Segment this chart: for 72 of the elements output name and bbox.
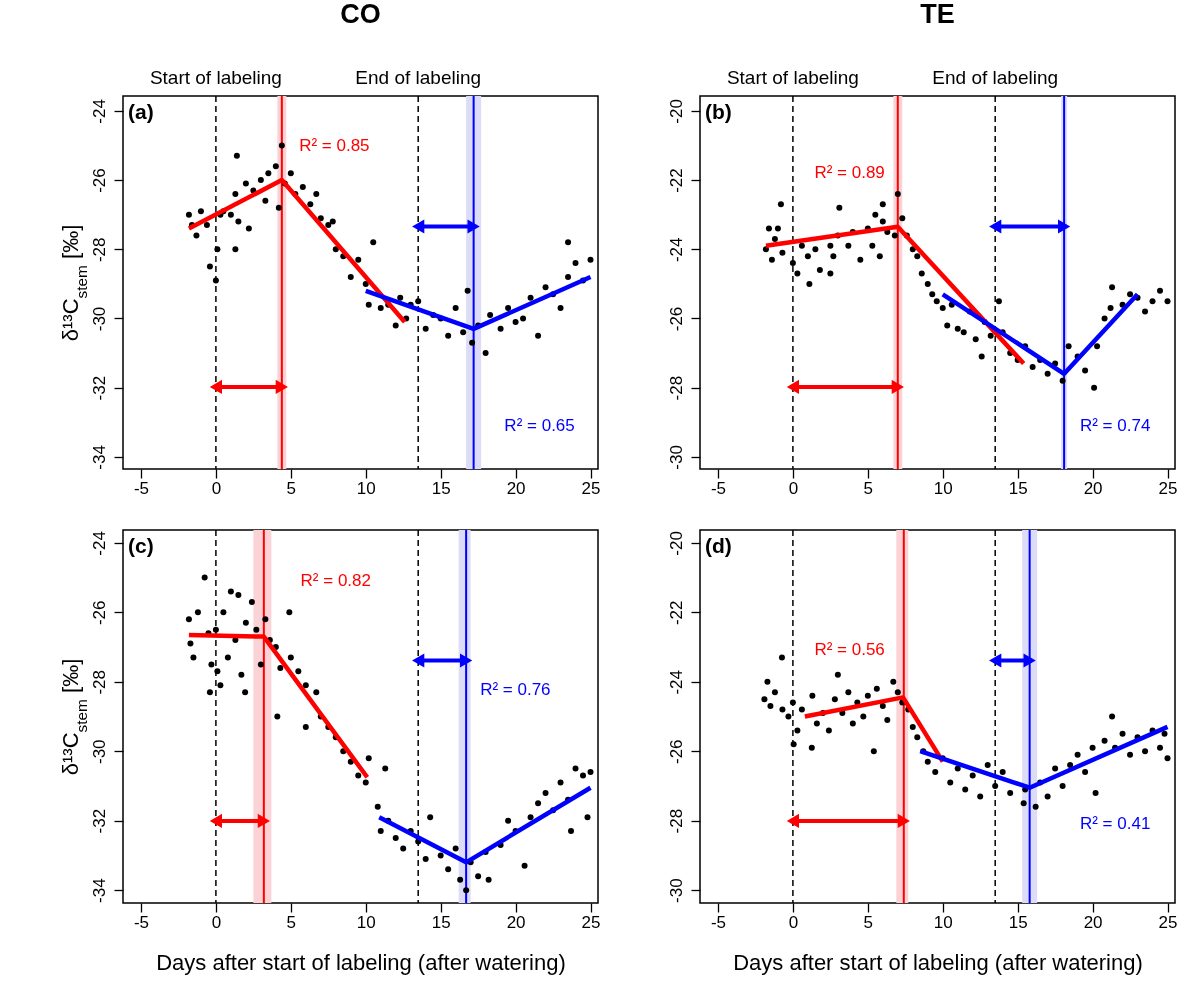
y-tick-label: -32 xyxy=(89,808,109,834)
x-tick-label: 25 xyxy=(581,478,601,498)
y-tick-label: -20 xyxy=(666,531,686,556)
y-tick-label: -28 xyxy=(89,237,109,263)
y-tick-label: -32 xyxy=(89,375,109,401)
y-tick-label: -26 xyxy=(666,306,686,332)
annotation: (c) xyxy=(128,534,154,557)
y-tick-label: -26 xyxy=(666,739,686,765)
annotation: R² = 0.76 xyxy=(480,680,551,700)
x-tick-label: 25 xyxy=(1158,912,1178,932)
x-tick-label: 0 xyxy=(788,478,799,498)
x-tick-label: -5 xyxy=(133,478,150,498)
y-tick-label: -30 xyxy=(89,739,109,765)
x-tick-label: 10 xyxy=(933,478,953,498)
x-tick-label: 0 xyxy=(211,478,222,498)
y-tick-label: -22 xyxy=(666,168,686,193)
y-tick-label: -24 xyxy=(89,531,109,556)
x-tick-label: 20 xyxy=(506,912,526,932)
x-tick-label: 10 xyxy=(356,478,376,498)
y-tick-label: -26 xyxy=(89,600,109,626)
y-tick-label: -20 xyxy=(666,99,686,124)
x-tick-label: 20 xyxy=(506,478,526,498)
y-tick-label: -24 xyxy=(666,669,686,695)
x-tick-label: 5 xyxy=(286,478,297,498)
annotation: (a) xyxy=(128,100,154,123)
x-tick-label: 15 xyxy=(431,478,451,498)
y-tick-label: -28 xyxy=(89,669,109,695)
y-tick-label: -34 xyxy=(89,445,109,470)
x-tick-label: 20 xyxy=(1083,912,1103,932)
x-tick-label: 15 xyxy=(1008,912,1028,932)
x-tick-label: 10 xyxy=(933,912,953,932)
y-tick-label: -28 xyxy=(666,808,686,834)
y-tick-label: -34 xyxy=(89,878,109,903)
y-tick-label: -24 xyxy=(666,237,686,263)
x-axis-title: Days after start of labeling (after watering) xyxy=(733,949,1143,975)
x-tick-label: -5 xyxy=(710,912,727,932)
y-tick-label: -22 xyxy=(666,600,686,626)
x-tick-label: 0 xyxy=(788,912,799,932)
x-tick-label: 5 xyxy=(863,912,874,932)
ref-line-label: End of labeling xyxy=(355,67,482,88)
y-tick-label: -24 xyxy=(89,99,109,124)
annotation: R² = 0.85 xyxy=(299,135,370,155)
x-tick-label: -5 xyxy=(710,478,727,498)
annotation: R² = 0.56 xyxy=(814,640,885,660)
annotation: R² = 0.65 xyxy=(504,415,575,435)
ref-line-label: End of labeling xyxy=(932,67,1059,88)
x-tick-label: 0 xyxy=(211,912,222,932)
x-tick-label: 5 xyxy=(286,912,297,932)
annotation: R² = 0.74 xyxy=(1079,415,1151,435)
chart-title: TE xyxy=(920,0,955,29)
x-tick-label: -5 xyxy=(133,912,150,932)
annotation: (d) xyxy=(705,534,732,557)
annotation: (b) xyxy=(705,100,732,123)
annotation: R² = 0.41 xyxy=(1079,814,1151,834)
ref-line-label: Start of labeling xyxy=(149,67,282,88)
y-tick-label: -26 xyxy=(89,168,109,193)
x-tick-label: 15 xyxy=(1008,478,1028,498)
x-tick-label: 15 xyxy=(431,912,451,932)
y-tick-label: -30 xyxy=(89,306,109,332)
x-tick-label: 10 xyxy=(356,912,376,932)
x-tick-label: 25 xyxy=(1158,478,1178,498)
x-tick-label: 25 xyxy=(581,912,601,932)
annotation: R² = 0.82 xyxy=(300,571,371,591)
y-tick-label: -30 xyxy=(666,445,686,470)
x-tick-label: 5 xyxy=(863,478,874,498)
ref-line-label: Start of labeling xyxy=(726,67,859,88)
y-tick-label: -28 xyxy=(666,375,686,401)
chart-title: CO xyxy=(340,0,381,29)
x-tick-label: 20 xyxy=(1083,478,1103,498)
y-tick-label: -30 xyxy=(666,878,686,903)
x-axis-title: Days after start of labeling (after watering) xyxy=(156,949,566,975)
annotation: R² = 0.89 xyxy=(814,163,885,183)
